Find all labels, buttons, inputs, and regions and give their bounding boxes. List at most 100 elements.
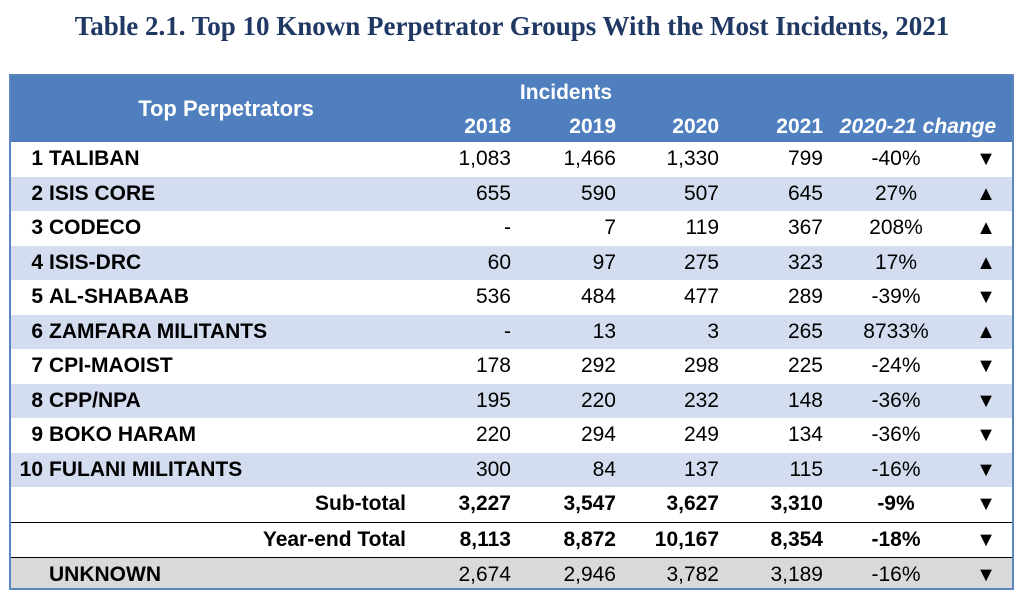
incidents-2021: 367 (787, 216, 823, 239)
subtotal-2021: 3,310 (770, 492, 823, 515)
header-year-2019: 2019 (569, 115, 616, 138)
table-row: 4 ISIS-DRC 60 97 275 323 17% ▲ (11, 245, 1012, 280)
rank-number: 4 (31, 250, 43, 274)
incidents-2021: 148 (787, 388, 823, 412)
incidents-2021: 134 (787, 423, 823, 446)
incidents-2019: 220 (580, 388, 616, 412)
rank-number: 1 (31, 147, 43, 170)
perpetrator-name: ISIS-DRC (49, 250, 142, 274)
incidents-2018: 220 (475, 423, 511, 446)
incidents-2018: 178 (475, 354, 511, 377)
incidents-2019: 97 (592, 250, 616, 274)
incidents-2019: 484 (580, 285, 616, 308)
table-row: 9 BOKO HARAM 220 294 249 134 -36% ▼ (11, 418, 1012, 453)
incidents-2019: 13 (592, 319, 616, 343)
rank-number: 6 (31, 319, 43, 343)
rank-number: 3 (31, 216, 43, 239)
unknown-change: -16% (871, 563, 921, 586)
table-header: Top Perpetrators Incidents 2018 2019 202… (11, 76, 1012, 142)
subtotal-2018: 3,227 (458, 492, 511, 515)
change-percent: -36% (871, 388, 921, 412)
unknown-2019: 2,946 (563, 563, 616, 586)
arrow-down-icon: ▼ (976, 424, 996, 446)
incidents-2020: 507 (683, 181, 719, 205)
perpetrator-name: CPI-MAOIST (49, 354, 173, 377)
perpetrator-name: TALIBAN (49, 147, 140, 170)
incidents-2018: - (504, 319, 511, 343)
table-row: 3 CODECO - 7 119 367 208% ▲ (11, 211, 1012, 246)
subtotal-label: Sub-total (315, 492, 406, 515)
total-change: -18% (871, 528, 921, 551)
incidents-2020: 275 (683, 250, 719, 274)
incidents-2020: 298 (683, 354, 719, 377)
arrow-up-icon: ▲ (976, 320, 996, 343)
arrow-down-icon: ▼ (976, 148, 996, 170)
rank-number: 9 (31, 423, 43, 446)
subtotal-change: -9% (877, 492, 915, 515)
incidents-2018: 60 (487, 250, 511, 274)
total-arrow-icon: ▼ (976, 529, 996, 551)
incidents-2019: 590 (580, 181, 616, 205)
incidents-2020: 137 (683, 457, 719, 481)
total-label: Year-end Total (262, 528, 406, 551)
subtotal-2019: 3,547 (563, 492, 616, 515)
perpetrator-name: FULANI MILITANTS (49, 457, 243, 481)
arrow-down-icon: ▼ (976, 286, 996, 308)
header-change: 2020-21 change (839, 115, 997, 138)
perpetrator-name: CPP/NPA (49, 388, 141, 412)
change-percent: -16% (871, 457, 921, 481)
change-percent: 208% (869, 216, 923, 239)
change-percent: -40% (871, 147, 921, 170)
unknown-2018: 2,674 (458, 563, 511, 586)
table-row: 1 TALIBAN 1,083 1,466 1,330 799 -40% ▼ (11, 142, 1012, 177)
unknown-2020: 3,782 (666, 563, 719, 586)
header-year-2018: 2018 (464, 115, 511, 138)
change-percent: 27% (874, 181, 918, 205)
subtotal-arrow-icon: ▼ (976, 493, 996, 515)
rank-number: 10 (19, 457, 43, 481)
unknown-name: UNKNOWN (49, 563, 161, 586)
total-2020: 10,167 (654, 528, 719, 551)
arrow-up-icon: ▲ (976, 217, 996, 239)
subtotal-row: Sub-total 3,227 3,547 3,627 3,310 -9% ▼ (11, 487, 1012, 522)
table-row: 2 ISIS CORE 655 590 507 645 27% ▲ (11, 176, 1012, 211)
table-title: Table 2.1. Top 10 Known Perpetrator Grou… (74, 11, 950, 41)
incidents-2021: 115 (789, 457, 823, 481)
incidents-2020: 1,330 (666, 147, 719, 170)
incidents-2020: 477 (683, 285, 719, 308)
incidents-2018: - (504, 216, 511, 239)
incidents-2018: 300 (475, 457, 511, 481)
total-row: Year-end Total 8,113 8,872 10,167 8,354 … (11, 523, 1012, 558)
change-percent: -24% (871, 354, 921, 377)
table-row: 10 FULANI MILITANTS 300 84 137 115 -16% ▼ (11, 452, 1012, 487)
incidents-2018: 536 (475, 285, 511, 308)
incidents-2019: 7 (604, 216, 616, 239)
table-row: 8 CPP/NPA 195 220 232 148 -36% ▼ (11, 383, 1012, 418)
incidents-2021: 323 (787, 250, 823, 274)
total-2019: 8,872 (563, 528, 616, 551)
incidents-2018: 195 (475, 388, 511, 412)
change-percent: 17% (874, 250, 918, 274)
perpetrator-name: ZAMFARA MILITANTS (49, 319, 268, 343)
divider (11, 522, 1012, 523)
incidents-2019: 84 (592, 457, 616, 481)
incidents-2021: 265 (787, 319, 823, 343)
change-percent: 8733% (863, 319, 929, 343)
table-row: 7 CPI-MAOIST 178 292 298 225 -24% ▼ (11, 349, 1012, 384)
incidents-2021: 799 (787, 147, 823, 170)
table-row: 5 AL-SHABAAB 536 484 477 289 -39% ▼ (11, 280, 1012, 315)
incidents-2020: 249 (683, 423, 719, 446)
perpetrator-name: CODECO (49, 216, 142, 239)
incidents-2019: 292 (580, 354, 616, 377)
total-2021: 8,354 (770, 528, 823, 551)
perpetrator-table: Top Perpetrators Incidents 2018 2019 202… (9, 74, 1014, 590)
incidents-2018: 1,083 (458, 147, 511, 170)
change-percent: -39% (871, 285, 921, 308)
unknown-2021: 3,189 (770, 563, 823, 586)
divider (11, 557, 1012, 558)
total-2018: 8,113 (459, 528, 511, 551)
perpetrator-name: AL-SHABAAB (49, 285, 189, 308)
perpetrator-name: ISIS CORE (49, 181, 156, 205)
rank-number: 2 (31, 181, 43, 205)
arrow-down-icon: ▼ (976, 458, 996, 481)
